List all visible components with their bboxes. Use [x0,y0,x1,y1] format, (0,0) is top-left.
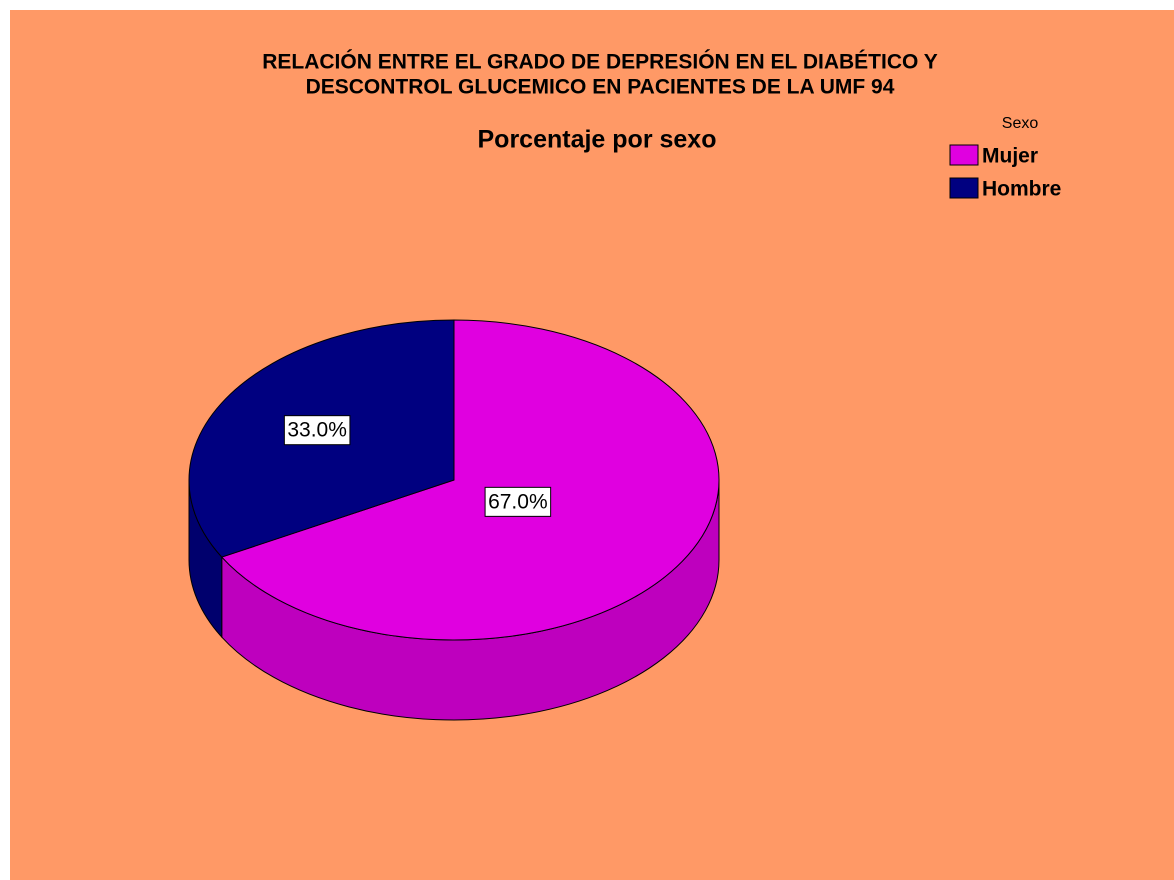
value-label-box [484,486,552,517]
chart-subtitle: Porcentaje por sexo [478,126,717,154]
slice-side-shade [189,480,222,638]
legend-swatch [949,177,979,199]
chart-title: DESCONTROL GLUCEMICO EN PACIENTES DE LA … [306,76,895,99]
value-label: 33.0% [287,419,347,442]
pie-slice [220,319,720,721]
slice-top [220,319,720,641]
chart-title: RELACIÓN ENTRE EL GRADO DE DEPRESIÓN EN … [262,50,938,74]
legend-label: Hombre [982,178,1061,201]
value-label: 67.0% [488,490,548,513]
value-label-box [283,415,351,446]
legend-label: Mujer [982,145,1038,168]
slice-side-shade [221,480,719,720]
legend-swatch [949,144,979,166]
legend-title: Sexo [1002,115,1039,132]
